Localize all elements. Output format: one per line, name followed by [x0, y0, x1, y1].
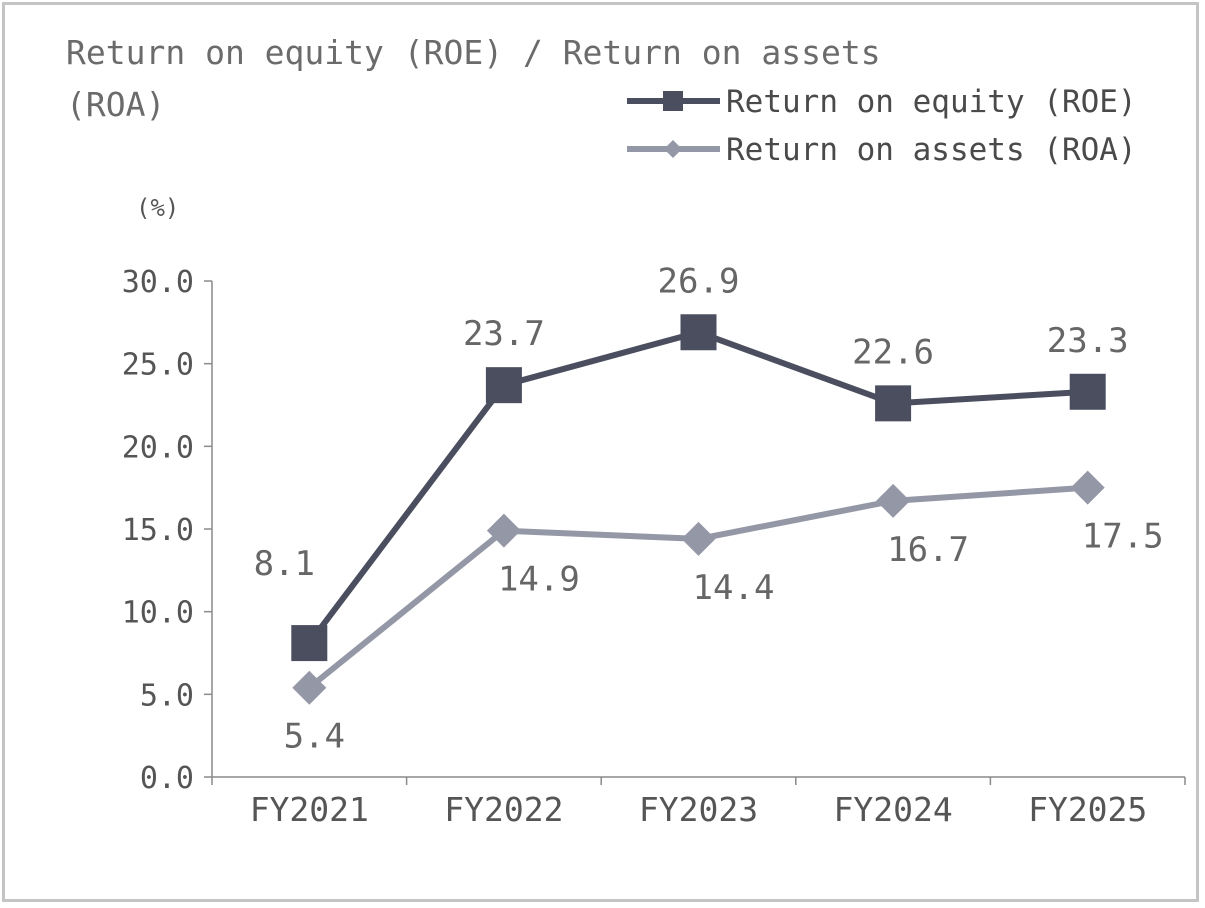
roe-data-label: 23.7	[463, 314, 545, 354]
x-category-label: FY2024	[833, 790, 952, 829]
axes: 0.0 5.0 10.0 15.0 20.0 25.0 30.0 FY2021 FY2022 FY…	[122, 265, 1186, 829]
roe-data-label: 26.9	[658, 261, 740, 301]
roa-data-label: 14.9	[498, 560, 580, 600]
roe-data-label: 22.6	[852, 332, 934, 372]
roa-data-label: 5.4	[284, 717, 345, 757]
roa-point	[681, 521, 716, 556]
roa-point	[486, 513, 521, 548]
y-tick-label: 25.0	[122, 348, 194, 383]
roe-point	[875, 385, 912, 422]
roa-point	[292, 670, 327, 705]
roa-point	[876, 483, 911, 518]
roa-data-label: 16.7	[887, 530, 969, 570]
series-lines	[306, 329, 1088, 691]
y-axis-unit-label: (%)	[136, 194, 179, 222]
roe-point	[291, 625, 328, 662]
roe-point	[680, 314, 717, 351]
x-category-label: FY2023	[639, 790, 758, 829]
x-category-label: FY2022	[444, 790, 563, 829]
y-tick-label: 5.0	[140, 678, 194, 713]
x-category-label: FY2021	[250, 790, 369, 829]
legend-roa-label: Return on assets (ROA)	[726, 132, 1137, 168]
roa-point	[1070, 470, 1105, 505]
legend-roa-diamond-icon	[664, 140, 682, 158]
roe-point	[485, 367, 522, 404]
series-markers	[291, 314, 1106, 705]
y-tick-label: 30.0	[122, 265, 194, 300]
y-tick-label: 20.0	[122, 430, 194, 465]
roe-data-label: 8.1	[254, 544, 315, 584]
x-category-label: FY2025	[1028, 790, 1147, 829]
data-labels: 8.1 23.7 26.9 22.6 23.3 5.4 14.9 14.4 16.7 17.5	[254, 261, 1164, 756]
chart-title-line1: Return on equity (ROE) / Return on asset…	[66, 33, 881, 72]
y-tick-label: 0.0	[140, 761, 194, 796]
roe-data-label: 23.3	[1047, 321, 1129, 361]
y-tick-label: 10.0	[122, 596, 194, 631]
legend-roe-label: Return on equity (ROE)	[726, 84, 1137, 120]
chart-title-line2: (ROA)	[66, 85, 165, 124]
roa-data-label: 17.5	[1082, 517, 1164, 557]
legend: Return on equity (ROE) Return on assets …	[627, 84, 1137, 168]
roa-data-label: 14.4	[693, 568, 775, 608]
roe-point	[1069, 373, 1106, 410]
y-tick-label: 15.0	[122, 513, 194, 548]
legend-roe-square-icon	[663, 91, 683, 111]
